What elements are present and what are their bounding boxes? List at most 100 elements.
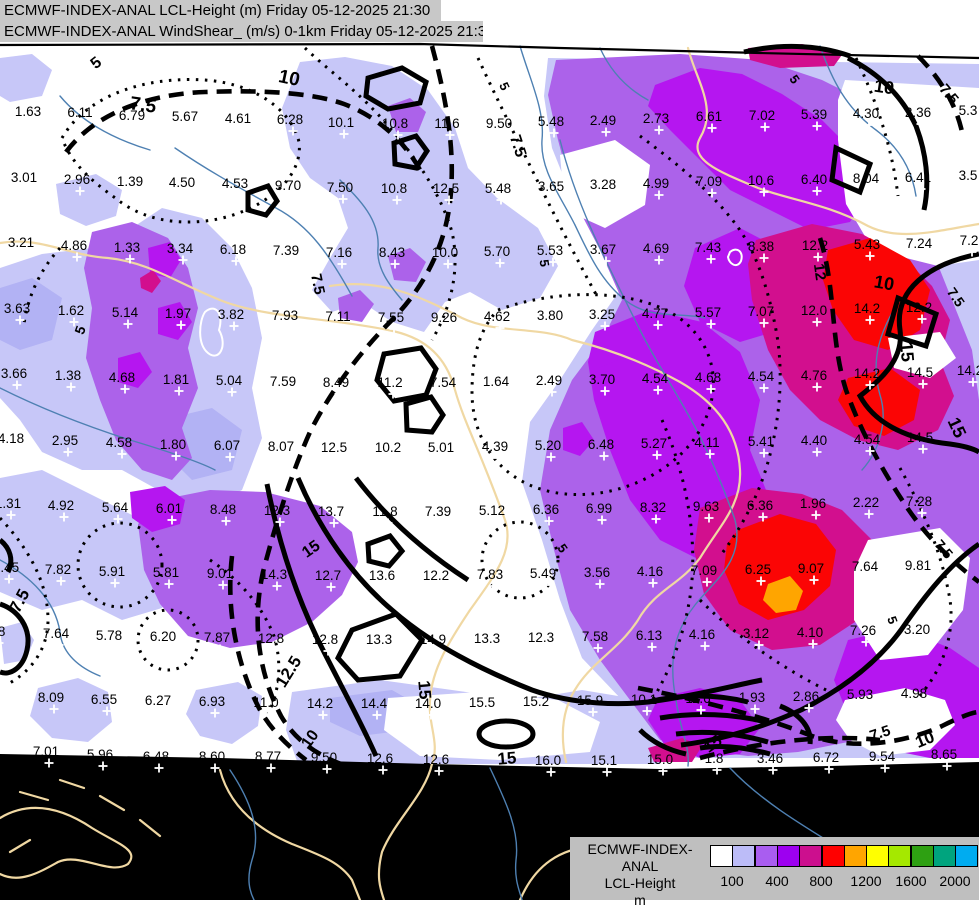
windshear-value: 6.40: [801, 172, 827, 187]
windshear-value: 5.67: [172, 109, 198, 124]
windshear-value: 1.45: [0, 560, 19, 575]
windshear-value: 7.82: [45, 562, 71, 577]
windshear-value: 14.4: [361, 696, 388, 711]
windshear-value: 7.28: [906, 494, 932, 509]
windshear-value: 1.33: [114, 240, 140, 255]
windshear-value: 2.49: [536, 373, 562, 388]
windshear-value: 3.20: [904, 622, 930, 637]
windshear-value: 6.55: [91, 692, 117, 707]
windshear-value: 15.2: [523, 694, 549, 709]
windshear-value: 12.0: [801, 303, 827, 318]
windshear-value: 10.8: [381, 181, 407, 196]
windshear-value: 6.48: [588, 437, 614, 452]
legend-tick-label: 1200: [850, 873, 882, 889]
windshear-value: 5.43: [854, 237, 880, 252]
windshear-value: 1.8: [705, 751, 724, 766]
contour-label: 7.5: [307, 272, 328, 296]
legend-swatch: [732, 845, 756, 867]
windshear-value: 3.01: [11, 170, 37, 185]
windshear-value: 7.16: [326, 245, 352, 260]
legend-swatch: [754, 845, 778, 867]
legend-swatch: [843, 845, 867, 867]
windshear-value: 1.96: [800, 496, 826, 511]
title-bar-lcl-height: ECMWF-INDEX-ANAL LCL-Height (m) Friday 0…: [0, 0, 441, 21]
windshear-value: 8.07: [268, 439, 294, 454]
windshear-value: 6.99: [586, 501, 612, 516]
windshear-value: 15.5: [469, 695, 495, 710]
windshear-value: 7.39: [425, 504, 451, 519]
windshear-value: 6.13: [636, 628, 662, 643]
windshear-value: 5.27: [641, 436, 667, 451]
windshear-value: 6.61: [696, 109, 722, 124]
windshear-value: 7.09: [696, 174, 722, 189]
windshear-value: 4.16: [689, 627, 715, 642]
windshear-value: 12.3: [264, 503, 290, 518]
windshear-value: 5.78: [96, 628, 122, 643]
dashed-contours: [64, 45, 979, 767]
windshear-value: 7.50: [327, 180, 353, 195]
windshear-value: 5.96: [87, 747, 113, 762]
windshear-value: 10.1: [631, 692, 657, 707]
windshear-value: 9.81: [905, 558, 931, 573]
legend-tick-label: 400: [765, 873, 789, 889]
legend-tick-label: 1600: [895, 873, 927, 889]
windshear-value: 9.54: [869, 749, 896, 764]
windshear-value: 5.81: [153, 565, 179, 580]
windshear-value: 7.64: [43, 626, 70, 641]
windshear-value: 6.41: [905, 170, 931, 185]
windshear-value: 4.61: [225, 111, 251, 126]
windshear-value: 9.70: [275, 178, 301, 193]
windshear-value: 16.0: [535, 753, 561, 768]
windshear-value: 8.32: [640, 500, 666, 515]
windshear-value: 8.04: [853, 171, 880, 186]
windshear-value: 12.8: [312, 632, 338, 647]
windshear-value: 3.70: [589, 372, 615, 387]
windshear-value: 1.62: [58, 303, 84, 318]
windshear-value: 12.6: [367, 751, 393, 766]
windshear-value: 3.82: [218, 307, 244, 322]
domain-top-edge: [0, 42, 979, 60]
windshear-value: 8.09: [38, 690, 64, 705]
windshear-value: 3.67: [590, 242, 616, 257]
windshear-value: 7.09: [691, 563, 717, 578]
windshear-value: 2.22: [853, 495, 879, 510]
legend-title-parameter: LCL-Height: [604, 875, 676, 891]
contour-label: 10: [873, 271, 896, 294]
windshear-value: 8.60: [199, 749, 225, 764]
windshear-value: 6.48: [143, 749, 169, 764]
legend-swatch: [821, 845, 845, 867]
windshear-value: 5.48: [538, 114, 564, 129]
windshear-value: 4.8: [0, 624, 5, 639]
windshear-value: 3.34: [167, 241, 194, 256]
windshear-value: 4.30: [853, 106, 879, 121]
windshear-value: 11.8: [372, 504, 397, 519]
windshear-value: 7.01: [33, 744, 59, 759]
windshear-value: 9.01: [207, 566, 233, 581]
legend-swatch: [866, 845, 890, 867]
windshear-value: 4.54: [748, 369, 775, 384]
windshear-value: 2.49: [590, 113, 616, 128]
windshear-value: 14.0: [415, 696, 441, 711]
windshear-value: 6.72: [813, 750, 839, 765]
windshear-value: 3.28: [590, 177, 616, 192]
legend-tick-labels: 100 400 800 1200 1600 2000: [570, 871, 979, 891]
windshear-value: 8.43: [379, 245, 405, 260]
windshear-value: 1.38: [55, 368, 81, 383]
windshear-value: 4.11: [694, 435, 719, 450]
windshear-value: 1.93: [739, 690, 765, 705]
legend-tick-label: 2000: [939, 873, 971, 889]
windshear-value: 9.26: [431, 310, 457, 325]
windshear-value: 14.5: [907, 365, 933, 380]
windshear-value: 12.3: [528, 630, 554, 645]
windshear-value: 12.5: [433, 181, 459, 196]
windshear-value: 7.83: [477, 567, 503, 582]
windshear-value: 7.43: [695, 240, 721, 255]
windshear-value: 7.39: [273, 243, 299, 258]
country-borders: [0, 46, 979, 900]
windshear-value: 6.36: [533, 502, 559, 517]
windshear-value: 5.12: [479, 503, 505, 518]
solid-contours: [0, 43, 979, 758]
windshear-value: 4.18: [0, 431, 24, 446]
